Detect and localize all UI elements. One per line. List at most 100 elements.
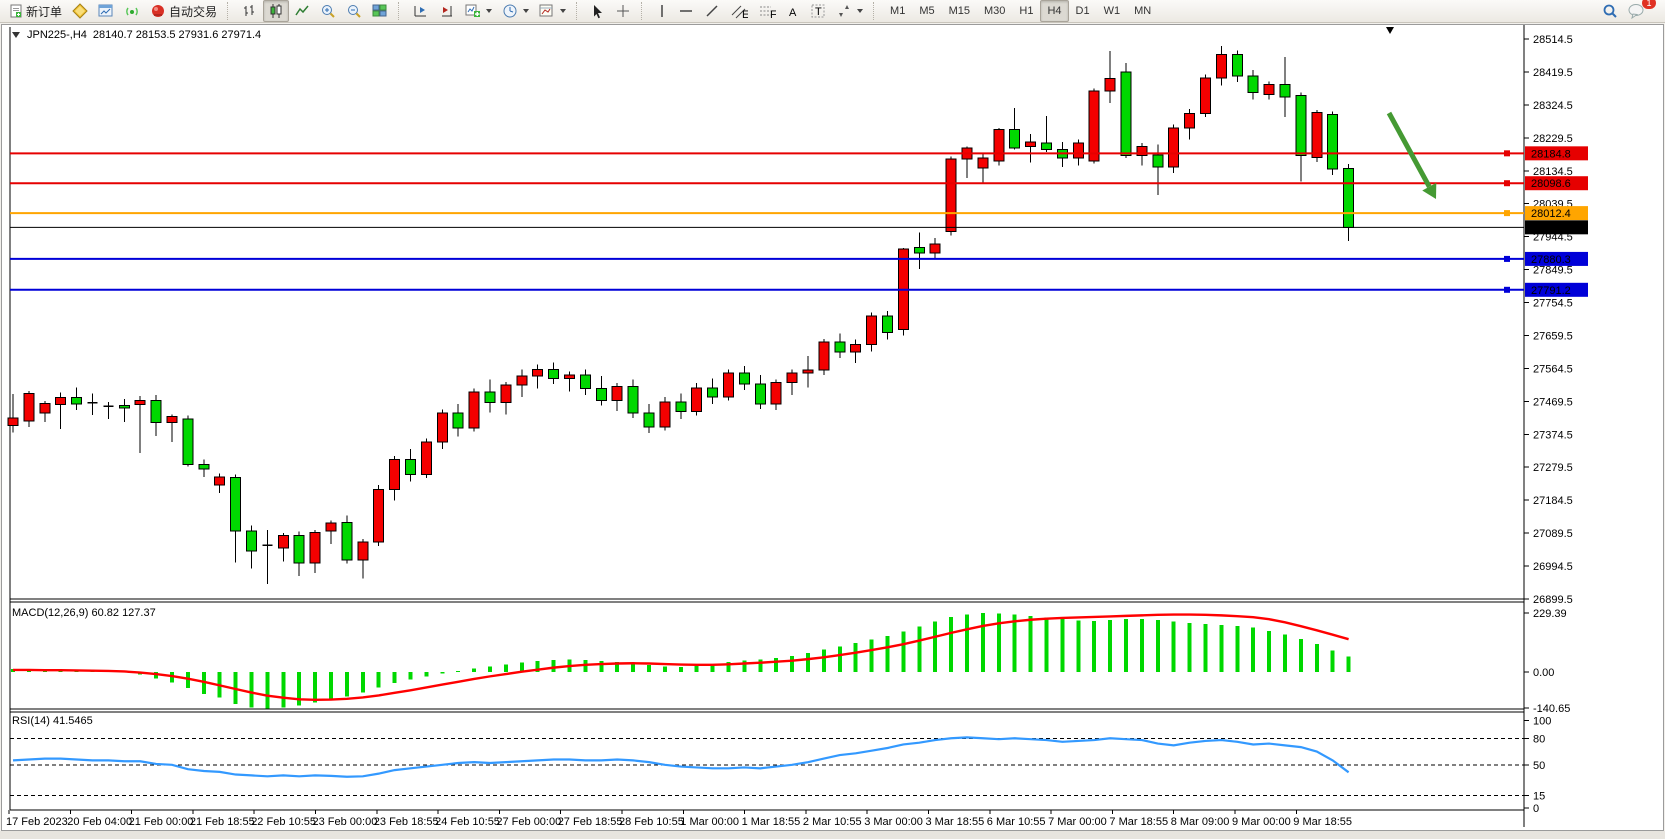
- svg-text:27880.3: 27880.3: [1531, 254, 1571, 266]
- chart-canvas: 28514.528419.528324.528229.528134.528039…: [6, 25, 1588, 828]
- profile-chart-button[interactable]: [408, 0, 434, 22]
- macd-name: MACD(12,26,9): [12, 607, 89, 619]
- arrows-tool-button[interactable]: [831, 0, 868, 22]
- zoom-in-icon: [320, 3, 336, 19]
- tile-windows-button[interactable]: [367, 0, 393, 22]
- terminal-window-icon: [98, 3, 114, 19]
- text-label-button[interactable]: T: [805, 0, 831, 22]
- svg-text:8 Mar 09:00: 8 Mar 09:00: [1171, 816, 1230, 828]
- signal-icon: [124, 3, 140, 19]
- metaeditor-button[interactable]: [67, 0, 93, 22]
- dropdown-caret: [486, 9, 493, 13]
- main-toolbar: 新订单 自动交易: [0, 0, 1665, 23]
- toolbar-separator: [641, 2, 648, 20]
- svg-text:27469.5: 27469.5: [1533, 396, 1573, 408]
- autotrading-icon: [150, 3, 166, 19]
- svg-text:28419.5: 28419.5: [1533, 67, 1573, 79]
- svg-text:7 Mar 18:55: 7 Mar 18:55: [1109, 816, 1168, 828]
- svg-text:80: 80: [1533, 733, 1545, 745]
- timeframe-group: M1 M5 M15 M30 H1 H4 D1 W1 MN: [883, 0, 1158, 22]
- svg-text:28098.6: 28098.6: [1531, 178, 1571, 190]
- dropdown-caret: [523, 9, 530, 13]
- timeframe-M5[interactable]: M5: [919, 5, 935, 17]
- add-indicator-icon: [465, 3, 481, 19]
- candles-layer: [7, 46, 1355, 584]
- collapse-triangle-icon[interactable]: [12, 31, 21, 39]
- timeframe-M15[interactable]: M15: [948, 5, 970, 17]
- dropdown-caret: [857, 9, 864, 13]
- svg-text:28134.5: 28134.5: [1533, 166, 1573, 178]
- svg-text:27374.5: 27374.5: [1533, 429, 1573, 441]
- text-button[interactable]: A: [781, 0, 805, 22]
- timeframe-M1[interactable]: M1: [890, 5, 906, 17]
- template-icon: [539, 3, 555, 19]
- svg-text:0.00: 0.00: [1533, 667, 1554, 679]
- svg-text:24 Feb 10:55: 24 Feb 10:55: [435, 816, 500, 828]
- svg-text:27564.5: 27564.5: [1533, 363, 1573, 375]
- cursor-button[interactable]: [586, 0, 610, 22]
- svg-text:27849.5: 27849.5: [1533, 265, 1573, 277]
- svg-text:27279.5: 27279.5: [1533, 462, 1573, 474]
- svg-text:23 Feb 18:55: 23 Feb 18:55: [374, 816, 439, 828]
- svg-text:6 Mar 10:55: 6 Mar 10:55: [987, 816, 1046, 828]
- svg-text:20 Feb 04:00: 20 Feb 04:00: [67, 816, 132, 828]
- signals-button[interactable]: [119, 0, 145, 22]
- vertical-line-icon: [656, 3, 668, 19]
- zoom-out-button[interactable]: [341, 0, 367, 22]
- periods-button[interactable]: [497, 0, 534, 22]
- timeframe-H1[interactable]: H1: [1019, 5, 1034, 17]
- timeframe-MN[interactable]: MN: [1134, 5, 1152, 17]
- svg-text:7 Mar 00:00: 7 Mar 00:00: [1048, 816, 1107, 828]
- horizontal-lines-layer[interactable]: 28184.8 28098.6 28012.4 27971.4 27880.3 27791…: [10, 146, 1588, 297]
- horizontal-line-button[interactable]: [673, 0, 699, 22]
- svg-text:28514.5: 28514.5: [1533, 34, 1573, 46]
- vertical-line-button[interactable]: [651, 0, 673, 22]
- notification-badge: 1: [1642, 0, 1656, 9]
- trendline-button[interactable]: [699, 0, 725, 22]
- timeframe-M30[interactable]: M30: [984, 5, 1006, 17]
- autotrading-button[interactable]: 自动交易: [145, 0, 222, 22]
- timeframe-W1[interactable]: W1: [1103, 5, 1121, 17]
- svg-text:27 Feb 00:00: 27 Feb 00:00: [496, 816, 561, 828]
- equidistant-channel-button[interactable]: E: [725, 0, 753, 22]
- timeframe-D1[interactable]: D1: [1075, 5, 1090, 17]
- chat-button[interactable]: 1: [1623, 0, 1656, 22]
- svg-text:28184.8: 28184.8: [1531, 148, 1571, 160]
- crosshair-button[interactable]: [610, 0, 636, 22]
- new-order-label: 新订单: [26, 4, 63, 19]
- crosshair-icon: [615, 3, 631, 19]
- svg-text:21 Feb 00:00: 21 Feb 00:00: [129, 816, 194, 828]
- svg-text:22 Feb 10:55: 22 Feb 10:55: [251, 816, 316, 828]
- candlestick-chart-icon: [268, 3, 284, 19]
- chart-marker-icon: [439, 3, 455, 19]
- templates-button[interactable]: [534, 0, 571, 22]
- horizontal-line-icon: [678, 5, 694, 17]
- fibonacci-button[interactable]: F: [753, 0, 781, 22]
- fibonacci-icon: F: [758, 3, 777, 21]
- svg-text:9 Mar 18:55: 9 Mar 18:55: [1293, 816, 1352, 828]
- chart-candles-button[interactable]: [263, 0, 290, 22]
- cursor-arrow-icon: [591, 4, 605, 19]
- svg-text:0: 0: [1533, 803, 1539, 815]
- search-button[interactable]: [1597, 0, 1623, 22]
- add-indicator-button[interactable]: [460, 0, 497, 22]
- indicator-window-button[interactable]: [434, 0, 460, 22]
- svg-text:21 Feb 18:55: 21 Feb 18:55: [190, 816, 255, 828]
- arrow-annotation[interactable]: [1386, 111, 1437, 199]
- chart-line-button[interactable]: [289, 0, 315, 22]
- timeframe-H4[interactable]: H4: [1040, 0, 1069, 22]
- svg-text:15: 15: [1533, 791, 1545, 803]
- macd-label: MACD(12,26,9) 60.82 127.37: [12, 607, 156, 619]
- chat-bubble-icon: [1628, 3, 1646, 20]
- svg-text:9 Mar 00:00: 9 Mar 00:00: [1232, 816, 1291, 828]
- metaeditor-icon: [72, 3, 88, 19]
- rsi-label: RSI(14) 41.5465: [12, 715, 93, 727]
- terminal-button[interactable]: [93, 0, 119, 22]
- new-order-button[interactable]: 新订单: [4, 0, 67, 22]
- time-marker-icon: [1386, 27, 1394, 34]
- text-label-icon: T: [810, 3, 826, 19]
- zoom-in-button[interactable]: [315, 0, 341, 22]
- toolbar-separator: [398, 2, 405, 20]
- chart-bars-button[interactable]: [237, 0, 263, 22]
